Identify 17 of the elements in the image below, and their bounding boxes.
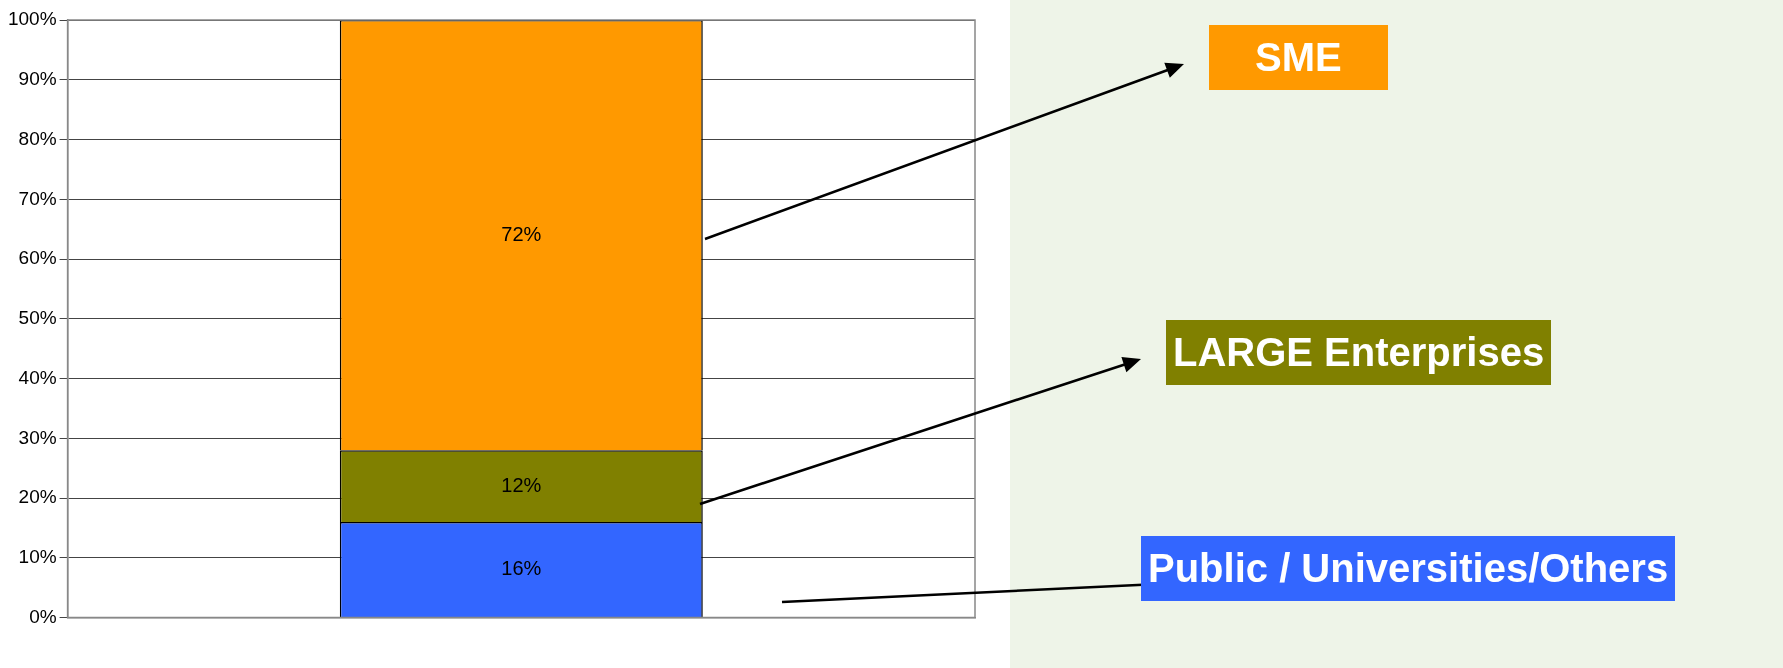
text: SME bbox=[1209, 25, 1388, 90]
y-tick-label: 70% bbox=[18, 187, 57, 209]
y-tick-label: 80% bbox=[18, 127, 57, 149]
y-tick-label: 50% bbox=[18, 307, 57, 329]
data-label: 16% bbox=[501, 557, 542, 580]
y-tick-label: 90% bbox=[18, 67, 57, 89]
data-label: 12% bbox=[501, 473, 542, 496]
y-tick-label: 100% bbox=[7, 8, 57, 30]
y-tick-label: 30% bbox=[18, 426, 57, 448]
y-tick-label: 20% bbox=[18, 486, 57, 508]
y-tick-label: 0% bbox=[29, 605, 57, 627]
y-tick-label: 40% bbox=[18, 366, 57, 388]
text: Public / Universities/Others bbox=[1141, 536, 1676, 601]
data-label: 72% bbox=[501, 222, 542, 245]
y-tick-label: 10% bbox=[18, 546, 57, 568]
text: LARGE Enterprises bbox=[1166, 320, 1552, 385]
y-tick-label: 60% bbox=[18, 247, 57, 269]
